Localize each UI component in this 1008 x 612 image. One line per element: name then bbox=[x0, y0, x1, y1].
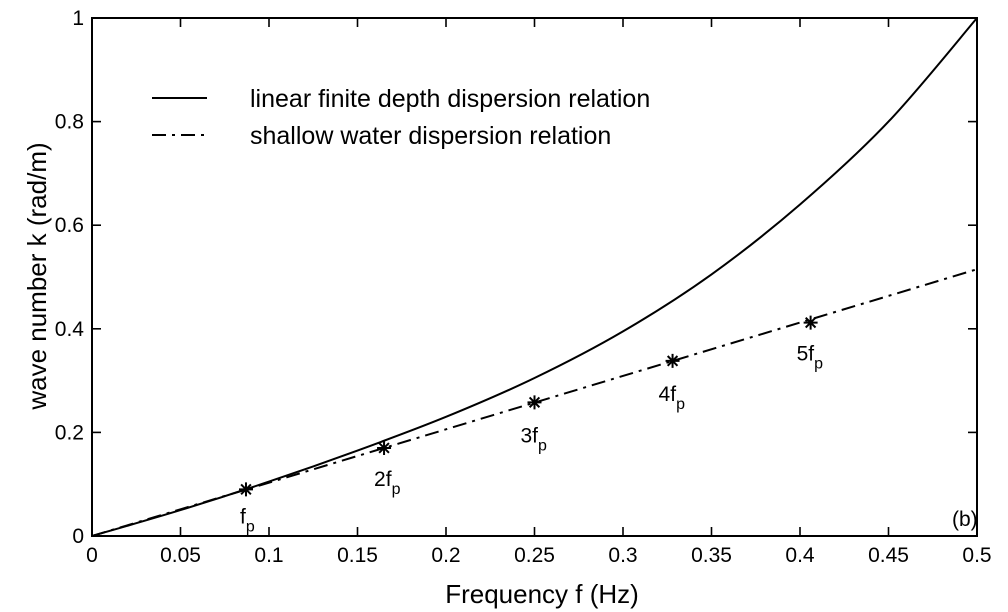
y-tick-label: 0.2 bbox=[55, 421, 84, 444]
marker-label: 4fp bbox=[659, 383, 686, 413]
y-tick-label: 0.4 bbox=[55, 318, 85, 341]
x-tick-label: 0.35 bbox=[691, 544, 732, 567]
x-tick-label: 0.3 bbox=[608, 544, 637, 567]
x-tick-label: 0.25 bbox=[514, 544, 555, 567]
x-tick-label: 0.45 bbox=[868, 544, 909, 567]
series-line-2 bbox=[91, 268, 978, 537]
marker-label: 3fp bbox=[521, 424, 548, 454]
x-tick-label: 0.1 bbox=[254, 544, 283, 567]
marker-label: 5fp bbox=[797, 343, 824, 373]
y-tick-label: 0.6 bbox=[55, 214, 84, 237]
legend-label-1: linear finite depth dispersion relation bbox=[250, 85, 650, 113]
x-tick-label: 0.05 bbox=[160, 544, 201, 567]
y-axis-title: wave number k (rad/m) bbox=[22, 142, 52, 410]
marker-asterisk bbox=[377, 440, 392, 455]
x-tick-label: 0.5 bbox=[962, 544, 991, 567]
x-tick-label: 0.2 bbox=[431, 544, 460, 567]
x-tick-label: 0 bbox=[86, 544, 98, 567]
series-line-1 bbox=[91, 17, 978, 537]
x-axis-title: Frequency f (Hz) bbox=[445, 579, 639, 609]
y-tick-label: 0 bbox=[72, 525, 84, 548]
marker-asterisk bbox=[665, 353, 680, 368]
legend-label-2: shallow water dispersion relation bbox=[250, 122, 611, 150]
marker-asterisk bbox=[803, 315, 818, 330]
marker-asterisk bbox=[238, 482, 253, 497]
marker-label: 2fp bbox=[374, 468, 401, 498]
marker-label: fp bbox=[240, 505, 255, 535]
y-tick-label: 1 bbox=[72, 7, 84, 30]
marker-asterisk bbox=[527, 395, 542, 410]
x-tick-label: 0.15 bbox=[337, 544, 378, 567]
panel-label: (b) bbox=[952, 508, 978, 531]
y-tick-label: 0.8 bbox=[55, 111, 84, 134]
x-tick-label: 0.4 bbox=[785, 544, 815, 567]
